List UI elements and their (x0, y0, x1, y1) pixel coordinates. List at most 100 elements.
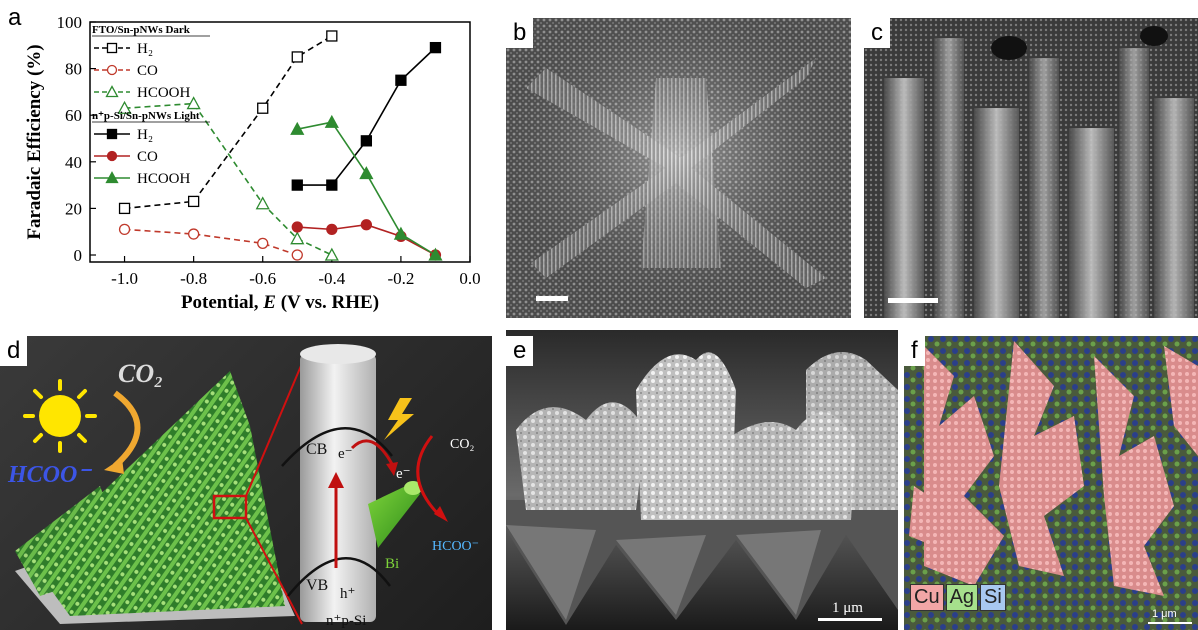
data-point-dark-hcooh (324, 247, 339, 261)
panel-label-a: a (8, 4, 22, 31)
panel-f: Cu Ag Si 1 μm f (904, 336, 1198, 630)
series-dark-co (118, 223, 303, 261)
panel-label-f: f (904, 336, 925, 366)
panel-label-c: c (864, 18, 890, 48)
data-point-dark-hcooh (255, 196, 270, 210)
legend-marker (106, 64, 118, 76)
legend-entry: HCOOH (137, 171, 191, 187)
scale-bar (536, 296, 568, 301)
plot-frame (89, 21, 471, 263)
legend-cu: Cu (910, 584, 944, 611)
legend-entry: CO (137, 63, 158, 79)
legend: FTO/Sn-pNWs Dark H₂ CO HCOOH n⁺p-Si/Sn-pNWs … (92, 24, 210, 187)
x-axis-label: Potential, E (V vs. RHE) (181, 292, 379, 313)
panel-a: 0 20 40 60 80 100 -1.0 -0.8 -0.6 -0.4 -0.2 0.0 Poten… (0, 0, 500, 330)
vb-label: VB (306, 577, 328, 594)
sun-icon (23, 379, 97, 453)
co2-small-label: CO₂ (450, 437, 474, 452)
panel-label-e: e (506, 336, 534, 366)
panel-label-b: b (506, 18, 534, 48)
panel-c: c (864, 18, 1198, 318)
data-point-light-h (291, 179, 303, 191)
legend-group-title: n⁺p-Si/Sn-pNWs Light (92, 110, 200, 122)
legend-group-title: FTO/Sn-pNWs Dark (92, 24, 191, 36)
data-point-dark-h (257, 102, 269, 114)
data-point-light-co (360, 219, 373, 231)
series-dark-h (118, 30, 338, 215)
data-point-dark-h (291, 51, 303, 63)
data-point-light-hcooh (324, 114, 339, 128)
co2-label: CO₂ (118, 359, 163, 388)
legend-marker (106, 42, 118, 54)
legend-entry: H₂ (137, 41, 153, 57)
data-point-light-h (326, 179, 338, 191)
electron-cb-label: e⁻ (338, 446, 353, 462)
legend-ag: Ag (945, 584, 979, 611)
y-tick-label: 20 (65, 199, 82, 218)
data-point-dark-h (187, 195, 200, 208)
hcoo-small-label: HCOO⁻ (432, 539, 479, 554)
bi-cocatalyst (368, 484, 420, 548)
legend-si: Si (980, 584, 1006, 611)
electron-bi-label: e⁻ (396, 466, 411, 482)
data-point-light-hcooh (290, 121, 305, 135)
data-point-dark-co (118, 223, 131, 236)
data-point-dark-hcooh (290, 231, 305, 245)
conversion-arrow-icon (113, 390, 141, 469)
y-tick-label: 40 (65, 153, 82, 172)
schematic-photoelectrode: CO₂ HCOO⁻ CB VB e⁻ h⁺ n⁺p-Si e⁻ Bi CO₂ H… (7, 344, 479, 629)
y-tick-label: 100 (57, 13, 83, 32)
panel-label-d: d (0, 336, 28, 366)
data-point-light-co (291, 221, 303, 233)
panel-d: CO₂ HCOO⁻ CB VB e⁻ h⁺ n⁺p-Si e⁻ Bi CO₂ H… (0, 336, 492, 630)
series-line-light-h (297, 47, 437, 186)
legend-marker (106, 128, 118, 140)
si-label: n⁺p-Si (326, 613, 366, 629)
x-tick-label: 0.0 (459, 269, 480, 288)
eds-element-map (904, 336, 1198, 630)
x-tick-label: -0.8 (180, 269, 207, 288)
series-light-h (291, 41, 442, 191)
data-point-light-h (395, 74, 407, 86)
bi-label: Bi (385, 556, 399, 572)
series-light-hcooh (290, 114, 443, 261)
data-point-dark-co (187, 228, 200, 240)
panel-e: 1 μm e (506, 330, 898, 630)
y-tick-label: 80 (65, 60, 82, 79)
legend-marker (106, 150, 118, 162)
hcoo-label: HCOO⁻ (7, 462, 92, 488)
data-point-light-h (429, 41, 442, 54)
sem-image-sn-nanowire-pyramid (506, 18, 851, 318)
data-point-dark-h (118, 202, 131, 215)
faradaic-efficiency-chart: 0 20 40 60 80 100 -1.0 -0.8 -0.6 -0.4 -0.2 0.0 Poten… (24, 13, 481, 313)
legend-entry: HCOOH (137, 85, 191, 101)
y-tick-label: 0 (74, 246, 83, 265)
series-line-dark-co (124, 228, 298, 256)
hole-label: h⁺ (340, 586, 355, 602)
data-point-light-hcooh (393, 226, 409, 240)
sem-image-sn-porous-nanowires (864, 18, 1198, 318)
scale-bar (888, 298, 938, 303)
series-light-co (291, 219, 442, 261)
legend-marker (105, 85, 119, 98)
legend-entry: CO (137, 149, 158, 165)
y-axis-label: Faradaic Efficiency (%) (24, 44, 45, 239)
data-point-dark-hcooh (186, 96, 201, 110)
element-legend: Cu Ag Si (910, 584, 1006, 611)
data-point-dark-co (257, 237, 269, 250)
data-point-light-hcooh (359, 166, 374, 180)
scale-bar (1148, 622, 1192, 624)
x-tick-label: -0.2 (387, 269, 414, 288)
sem-image-dendrites-on-pyramids: 1 μm (506, 330, 898, 630)
data-point-dark-hcooh (117, 100, 132, 114)
data-point-dark-h (326, 30, 338, 42)
legend-entry: H₂ (137, 127, 153, 143)
x-tick-label: -1.0 (111, 269, 138, 288)
panel-b: b (506, 18, 851, 318)
x-tick-label: -0.6 (249, 269, 276, 288)
zoom-box (212, 494, 248, 520)
lightning-icon (384, 398, 414, 440)
data-point-dark-co (291, 249, 303, 261)
data-point-light-co (326, 223, 338, 236)
y-tick-label: 60 (65, 106, 82, 125)
